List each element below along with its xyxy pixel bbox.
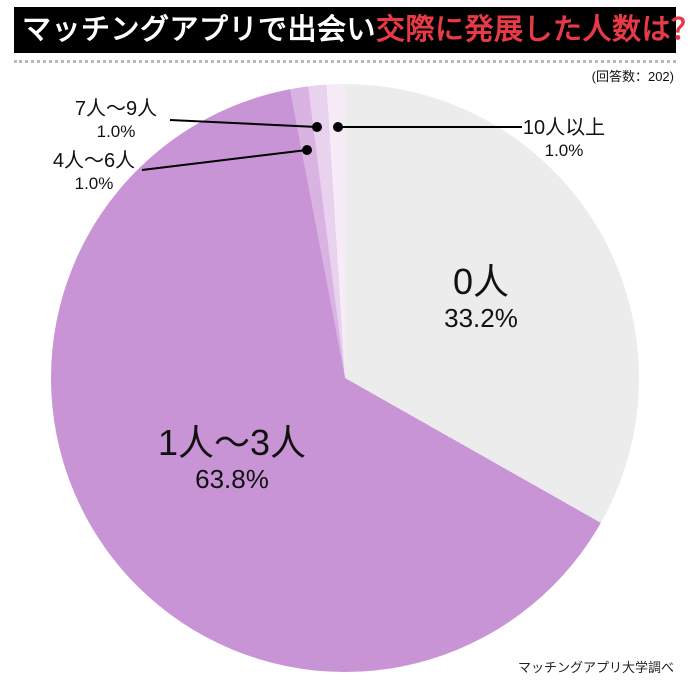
- slice-label-1-3: 1人〜3人 63.8%: [158, 423, 306, 495]
- callout-7-9-name: 7人〜9人: [74, 97, 158, 120]
- slice-label-0-name: 0人: [452, 260, 510, 302]
- page-title-red: 交際に発展した人数は？: [376, 14, 690, 46]
- callout-4-6-pct: 1.0%: [74, 173, 114, 193]
- slice-label-0-pct: 33.2%: [444, 302, 518, 333]
- callout-10plus-name: 10人以上: [522, 116, 606, 139]
- callout-4-6-name: 4人〜6人: [52, 149, 136, 172]
- response-count: (回答数：202): [591, 69, 674, 84]
- callout-10plus-pct: 1.0%: [544, 140, 584, 160]
- title-bar: マッチングアプリで出会い交際に発展した人数は？: [14, 7, 690, 53]
- slice-label-0: 0人 33.2%: [444, 262, 518, 334]
- callout-4-6: 4人〜6人 1.0%: [53, 150, 135, 194]
- slice-label-1-3-name: 1人〜3人: [157, 421, 307, 463]
- slice-label-1-3-pct: 63.8%: [195, 463, 269, 494]
- source-credit: マッチングアプリ大学調べ: [517, 660, 674, 675]
- dotted-divider: [14, 60, 676, 63]
- callout-7-9-pct: 1.0%: [96, 121, 136, 141]
- callout-10plus: 10人以上 1.0%: [523, 117, 605, 161]
- pie-chart: [51, 84, 639, 672]
- callout-7-9: 7人〜9人 1.0%: [75, 98, 157, 142]
- page-title-black: マッチングアプリで出会い: [22, 14, 377, 46]
